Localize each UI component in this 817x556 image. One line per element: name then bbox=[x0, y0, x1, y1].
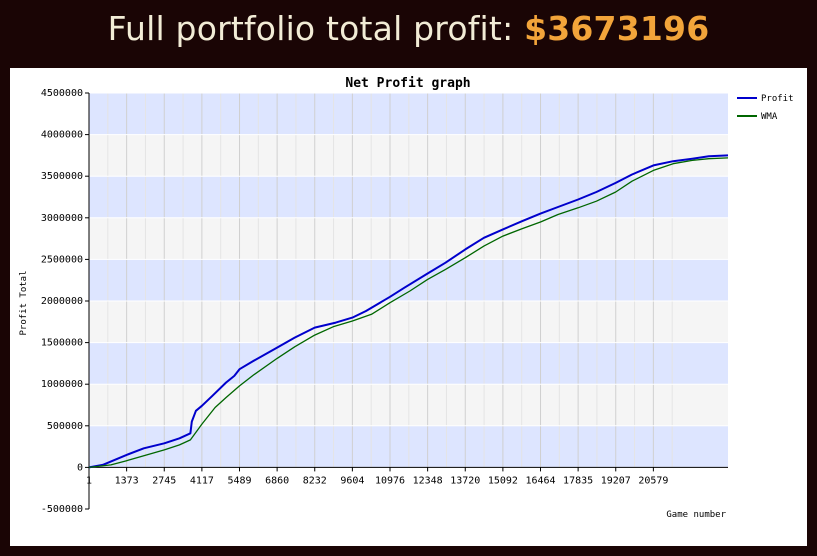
y-tick-label: 2500000 bbox=[41, 254, 83, 265]
net-profit-chart: 4500000 4000000 3500000 3000000 2500000 20000… bbox=[19, 76, 794, 520]
x-tick-label: 19207 bbox=[601, 475, 631, 486]
x-tick-label: 20579 bbox=[638, 475, 668, 486]
x-tick-label: 12348 bbox=[413, 475, 443, 486]
x-tick-label: 1 bbox=[86, 475, 92, 486]
y-tick-label: 2000000 bbox=[41, 296, 83, 307]
x-tick-label: 13720 bbox=[450, 475, 480, 486]
legend-label-wma: WMA bbox=[761, 112, 778, 122]
portfolio-total-title: Full portfolio total profit: $3673196 bbox=[108, 9, 710, 48]
x-tick-label: 2745 bbox=[152, 475, 176, 486]
y-tick-label: 4500000 bbox=[41, 88, 83, 99]
y-tick-label: 3000000 bbox=[41, 213, 83, 224]
x-tick-label: 1373 bbox=[115, 475, 139, 486]
y-tick-label: 500000 bbox=[47, 421, 83, 432]
y-tick-label: 1500000 bbox=[41, 338, 83, 349]
header-banner: Full portfolio total profit: $3673196 bbox=[0, 0, 817, 56]
y-tick-label: 3500000 bbox=[41, 171, 83, 182]
title-prefix: Full portfolio total profit: bbox=[107, 8, 525, 48]
x-tick-labels: 1 1373 2745 4117 5489 6860 8232 9604 10976 12348 1… bbox=[86, 467, 668, 486]
y-tick-label: 1000000 bbox=[41, 379, 83, 390]
y-tick-label: -500000 bbox=[41, 504, 83, 515]
series-line-profit bbox=[88, 154, 729, 469]
series-lines bbox=[88, 154, 729, 469]
x-tick-label: 16464 bbox=[525, 475, 555, 486]
x-tick-label: 6860 bbox=[265, 475, 289, 486]
x-tick-label: 9604 bbox=[340, 475, 364, 486]
y-axis-label: Profit Total bbox=[19, 270, 29, 335]
x-tick-label: 17835 bbox=[563, 475, 593, 486]
y-tick-labels: 4500000 4000000 3500000 3000000 2500000 20000… bbox=[41, 88, 89, 515]
x-tick-label: 10976 bbox=[375, 475, 405, 486]
legend: Profit WMA bbox=[737, 94, 794, 122]
x-axis-label: Game number bbox=[666, 510, 726, 520]
x-tick-label: 5489 bbox=[227, 475, 251, 486]
x-tick-label: 8232 bbox=[303, 475, 327, 486]
x-tick-label: 15092 bbox=[488, 475, 518, 486]
chart-panel: 4500000 4000000 3500000 3000000 2500000 20000… bbox=[10, 68, 807, 546]
chart-title: Net Profit graph bbox=[345, 76, 470, 91]
total-profit-amount: $3673196 bbox=[524, 8, 710, 48]
series-line-wma bbox=[88, 157, 729, 469]
y-tick-label: 4000000 bbox=[41, 130, 83, 141]
y-tick-label: 0 bbox=[77, 462, 83, 473]
x-tick-label: 4117 bbox=[190, 475, 214, 486]
legend-label-profit: Profit bbox=[761, 94, 794, 104]
